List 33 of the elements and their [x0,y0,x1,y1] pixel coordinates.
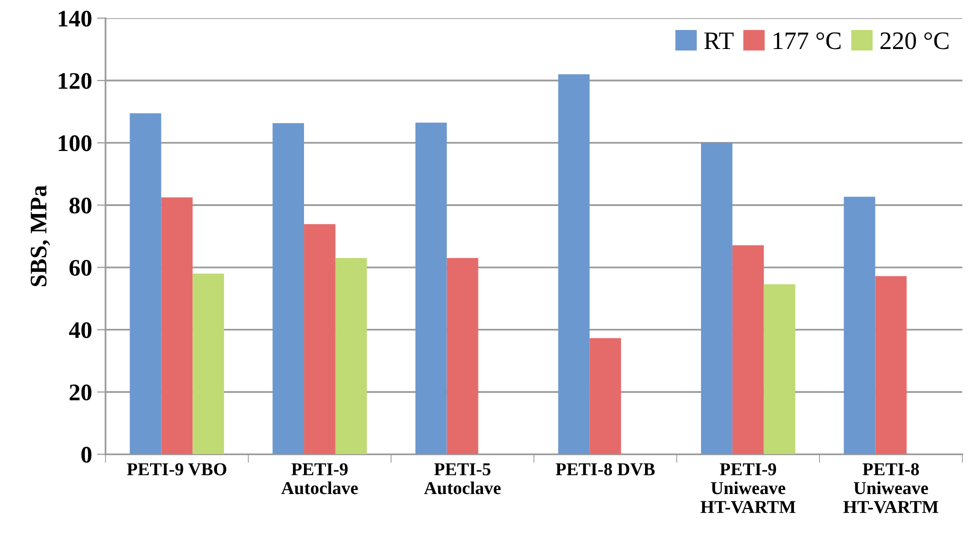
y-tick-label: 80 [69,198,92,214]
x-tick-label: PETI-9 VBO [126,463,226,476]
bar [701,142,732,454]
bar [304,224,336,454]
legend-label: 220 °C [880,32,948,50]
y-tick-label: 0 [81,446,92,463]
bar [558,74,590,454]
x-tick-label: PETI-8 Uniweave HT-VARTM [843,463,938,514]
bar [192,274,224,454]
y-tick-label: 140 [58,10,92,27]
bar [335,258,367,454]
y-tick-label: 60 [70,260,92,276]
x-tick-label: PETI-9 Autoclave [281,463,358,494]
bar [446,258,478,454]
y-tick-label: 20 [70,384,92,400]
y-tick-label: 40 [69,322,92,338]
legend-label: RT [704,32,734,49]
bar [844,196,876,454]
bar [732,245,764,454]
bar [764,284,796,454]
bar [130,113,162,454]
y-tick-label: 100 [58,135,92,152]
y-axis-title: SBS, MPa [30,185,50,286]
bar [590,338,622,454]
legend-label: 177 °C [774,32,841,50]
bar [415,122,447,454]
bar [875,276,907,454]
x-tick-label: PETI-9 Uniweave HT-VARTM [700,463,796,514]
x-tick-label: PETI-8 DVB [556,463,655,476]
y-tick-label: 120 [58,73,92,89]
bar [272,123,304,454]
x-tick-label: PETI-5 Autoclave [424,463,501,494]
bar [161,197,193,454]
